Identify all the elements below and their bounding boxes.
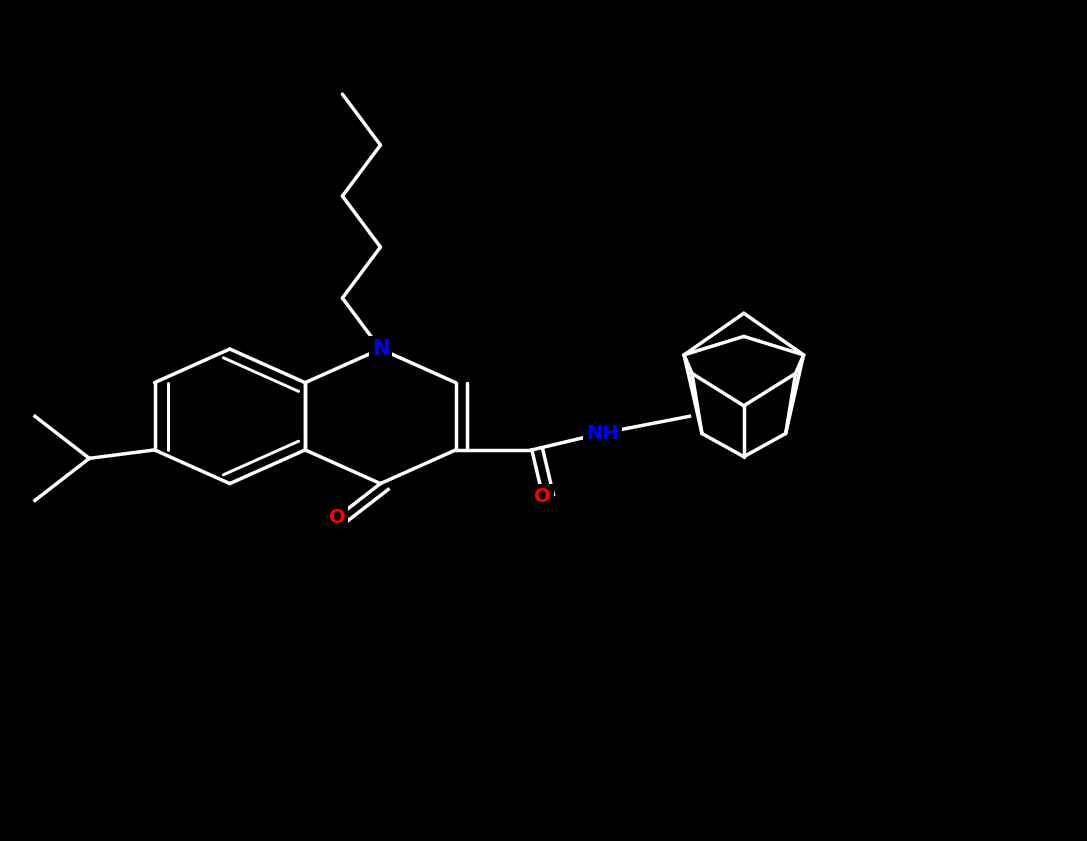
Text: NH: NH	[586, 424, 619, 442]
Text: N: N	[372, 339, 389, 359]
Text: O: O	[535, 487, 551, 505]
Text: O: O	[328, 508, 346, 526]
